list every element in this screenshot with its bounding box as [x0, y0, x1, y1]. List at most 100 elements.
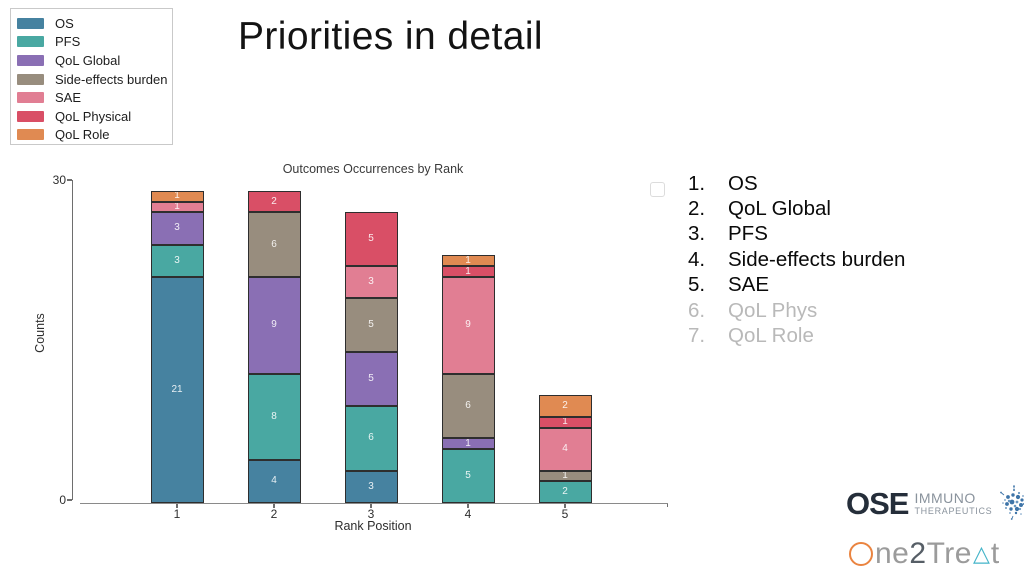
- segment-value-label: 1: [465, 266, 471, 277]
- chart-title: Outcomes Occurrences by Rank: [282, 162, 464, 176]
- page-title: Priorities in detail: [238, 15, 543, 58]
- y-tick-mark: [67, 499, 72, 501]
- segment-value-label: 3: [368, 480, 374, 492]
- priority-label: PFS: [728, 222, 768, 246]
- bar-segment-os-rank-2: 4: [247, 459, 301, 503]
- priority-label: QoL Role: [728, 324, 814, 348]
- bar-segment-sae-rank-3: 3: [344, 266, 398, 299]
- priority-number: 7.: [688, 324, 706, 348]
- ose-subtitle: IMMUNO THERAPEUTICS: [914, 489, 992, 516]
- x-tick-label-rank-1: 1: [173, 507, 181, 521]
- bar-segment-sae-rank-4: 9: [441, 276, 495, 374]
- legend-item-qol-role: QoL Role: [17, 126, 172, 145]
- legend-item-side-effects-burden: Side-effects burden: [17, 70, 172, 89]
- legend-item-qol-physical: QoL Physical: [17, 107, 172, 126]
- priority-item-qol-phys: 6. QoL Phys: [688, 298, 905, 323]
- segment-value-label: 5: [368, 319, 374, 331]
- one2treat-logo: ne 2 Tre △ t: [849, 539, 1000, 569]
- priority-label: SAE: [728, 273, 770, 297]
- segment-value-label: 1: [174, 201, 180, 212]
- bar-segment-qol-role-rank-1: 1: [150, 190, 204, 202]
- bar-segment-qol-global-rank-1: 3: [150, 212, 204, 245]
- segment-value-label: 6: [465, 400, 471, 412]
- x-axis-label: Rank Position: [334, 519, 412, 533]
- bar-segment-side-effects-burden-rank-4: 6: [441, 373, 495, 439]
- legend-label: SAE: [55, 90, 82, 106]
- priority-label: Side-effects burden: [728, 247, 906, 271]
- bar-segment-qol-global-rank-3: 5: [344, 352, 398, 407]
- priority-item-pfs: 3. PFS: [688, 222, 905, 247]
- bar-segment-qol-role-rank-5: 2: [538, 395, 592, 417]
- ose-immuno-text: IMMUNO: [914, 489, 976, 506]
- y-axis-spine: [72, 180, 74, 500]
- segment-value-label: 8: [271, 410, 277, 422]
- segment-value-label: 2: [271, 195, 277, 207]
- legend-swatch-side-effects-burden: [17, 73, 44, 85]
- ose-wordmark: OSE: [846, 485, 909, 521]
- one2treat-text-t: t: [990, 537, 1000, 570]
- bar-segment-qol-physical-rank-4: 1: [441, 266, 495, 277]
- priority-number: 6.: [688, 298, 706, 322]
- segment-value-label: 1: [562, 416, 568, 428]
- one2treat-triangle-icon: △: [972, 542, 990, 567]
- bar-segment-qol-physical-rank-2: 2: [247, 190, 301, 213]
- priority-list: 1. OS 2. QoL Global 3. PFS 4. Side-effects burd…: [688, 171, 905, 349]
- segment-value-label: 3: [174, 254, 180, 266]
- legend-swatch-qol-global: [17, 54, 44, 66]
- priority-number: 4.: [688, 247, 706, 271]
- x-tick-label-rank-3: 3: [367, 507, 375, 521]
- legend-swatch-qol-physical: [17, 110, 44, 122]
- segment-value-label: 5: [368, 373, 374, 385]
- bar-segment-pfs-rank-5: 2: [538, 481, 592, 503]
- legend-label: OS: [55, 15, 74, 31]
- bar-segment-qol-role-rank-4: 1: [441, 255, 495, 267]
- bar-segment-sae-rank-1: 1: [150, 201, 204, 213]
- bar-segment-pfs-rank-4: 5: [441, 449, 495, 503]
- priority-number: 3.: [688, 222, 706, 246]
- bar-segment-pfs-rank-1: 3: [150, 244, 204, 277]
- legend-label: QoL Role: [55, 127, 110, 143]
- x-tick-mark: [564, 503, 566, 508]
- ose-logo: OSE IMMUNO THERAPEUTICS: [846, 485, 1024, 521]
- bar-segment-qol-physical-rank-5: 1: [538, 416, 592, 428]
- segment-value-label: 1: [562, 470, 568, 482]
- empty-legend-placeholder: [650, 182, 665, 197]
- chart-legend: OS PFS QoL Global Side-effects burden SAE QoL…: [10, 8, 173, 145]
- priority-item-side-effects-burden: 4. Side-effects burden: [688, 247, 905, 272]
- bar-segment-qol-global-rank-2: 9: [247, 276, 301, 374]
- bar-segment-pfs-rank-3: 6: [344, 406, 398, 471]
- bar-segment-os-rank-3: 3: [344, 470, 398, 503]
- one2treat-o-ring: [849, 542, 873, 566]
- segment-value-label: 1: [465, 255, 471, 266]
- y-axis-label: Counts: [33, 313, 47, 353]
- priority-item-os: 1. OS: [688, 171, 905, 196]
- segment-value-label: 5: [465, 470, 471, 482]
- x-tick-label-rank-4: 4: [464, 507, 472, 521]
- x-tick-mark: [176, 503, 178, 508]
- segment-value-label: 2: [562, 486, 568, 498]
- axis-end-tick: [666, 503, 668, 507]
- segment-value-label: 1: [465, 438, 471, 449]
- segment-value-label: 3: [368, 276, 374, 288]
- bar-segment-sae-rank-5: 4: [538, 427, 592, 471]
- legend-label: QoL Global: [55, 52, 121, 68]
- segment-value-label: 21: [171, 383, 183, 395]
- segment-value-label: 6: [368, 432, 374, 444]
- legend-item-sae: SAE: [17, 88, 172, 107]
- bar-segment-side-effects-burden-rank-3: 5: [344, 298, 398, 353]
- priority-item-qol-role: 7. QoL Role: [688, 323, 905, 348]
- segment-value-label: 9: [271, 319, 277, 331]
- bar-segment-side-effects-burden-rank-2: 6: [247, 212, 301, 277]
- segment-value-label: 2: [562, 400, 568, 412]
- segment-value-label: 4: [271, 475, 277, 487]
- legend-label: PFS: [55, 34, 81, 50]
- legend-label: QoL Physical: [55, 108, 132, 124]
- bar-segment-qol-physical-rank-3: 5: [344, 212, 398, 267]
- segment-value-label: 5: [368, 233, 374, 245]
- x-tick-mark: [467, 503, 469, 508]
- legend-item-qol-global: QoL Global: [17, 51, 172, 70]
- priority-label: QoL Phys: [728, 298, 818, 322]
- legend-label: Side-effects burden: [55, 71, 168, 87]
- priority-number: 2.: [688, 197, 706, 221]
